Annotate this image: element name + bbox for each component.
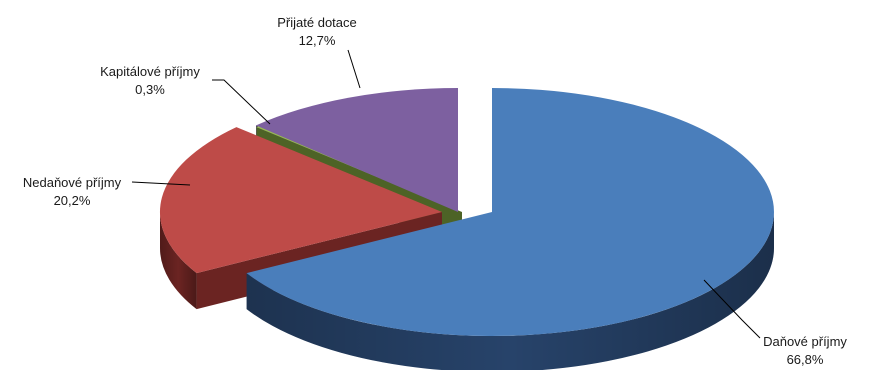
slice-0	[246, 88, 774, 336]
slice-value-label-2: 0,3%	[135, 82, 165, 97]
slice-3	[256, 88, 458, 212]
leader-line-1	[131, 181, 191, 186]
slice-name-label-3: Přijaté dotace	[277, 15, 357, 30]
slice-1	[159, 127, 443, 274]
data-labels: Daňové příjmy 66,8% Nedaňové příjmy 20,2…	[23, 15, 848, 367]
leader-line-0	[703, 279, 761, 339]
slice-side-shade-0	[246, 212, 774, 370]
leader-lines	[131, 49, 761, 339]
leader-line-3	[347, 49, 361, 89]
slice-name-label-2: Kapitálové příjmy	[100, 64, 200, 79]
slice-tops	[159, 88, 774, 336]
slice-name-label-1: Nedaňové příjmy	[23, 175, 122, 190]
slice-value-label-0: 66,8%	[787, 352, 824, 367]
slice-name-label-0: Daňové příjmy	[763, 334, 847, 349]
slice-value-label-3: 12,7%	[299, 33, 336, 48]
slice-value-label-1: 20,2%	[54, 193, 91, 208]
slice-side-shade-1	[160, 212, 197, 310]
leader-line-2	[212, 79, 271, 125]
